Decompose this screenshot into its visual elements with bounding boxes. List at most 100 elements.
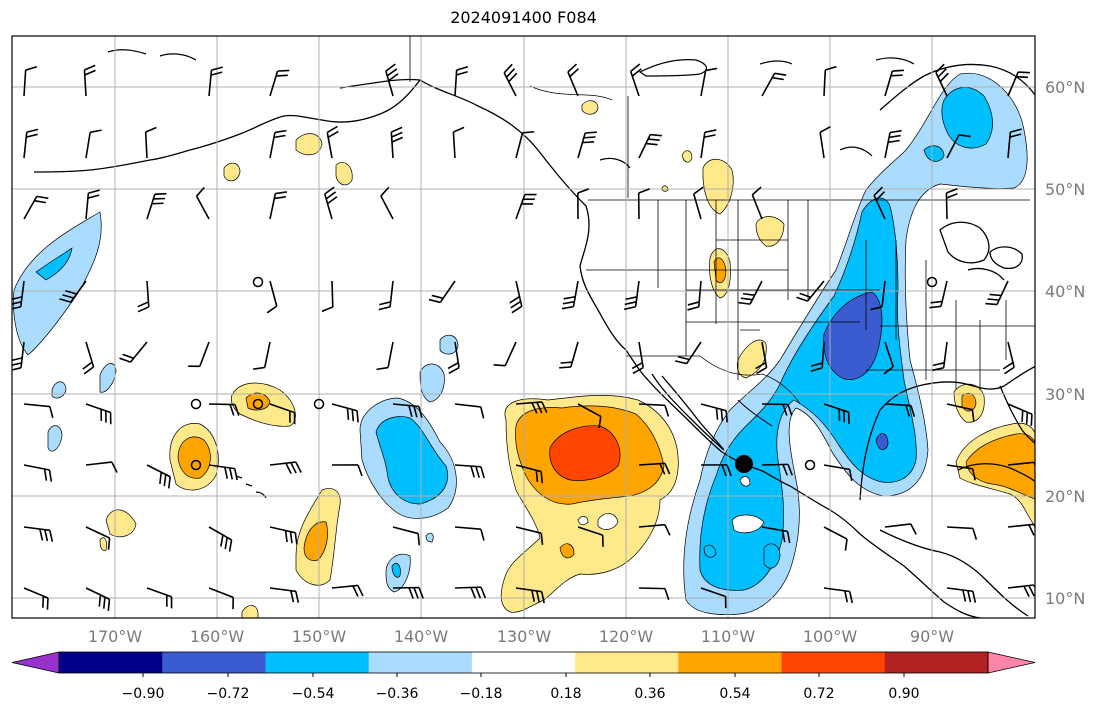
lon-label: 130°W xyxy=(497,627,552,646)
wind-barb xyxy=(428,280,456,304)
wind-barb xyxy=(873,186,886,220)
wind-barb xyxy=(823,464,853,482)
wind-barb xyxy=(454,403,485,419)
wind-barb xyxy=(700,129,717,159)
wind-barb xyxy=(119,341,148,363)
calm-circle xyxy=(190,398,202,410)
wind-barb xyxy=(208,403,240,416)
wind-barb xyxy=(385,63,399,97)
colorbar-segment xyxy=(59,652,163,673)
wind-barb xyxy=(378,280,394,311)
lon-label: 160°W xyxy=(190,627,245,646)
wind-barb xyxy=(59,280,87,303)
colorbar-tick-labels: −0.90 −0.72 −0.54 −0.36 −0.18 0.18 0.36 … xyxy=(122,686,920,702)
wind-barb xyxy=(515,587,545,604)
wind-barb xyxy=(945,188,958,220)
wind-barb xyxy=(700,587,727,609)
wind-barb xyxy=(23,128,39,159)
wind-barb xyxy=(85,129,102,159)
wind-barb xyxy=(269,69,290,97)
wind-barb xyxy=(208,526,233,552)
calm-circle xyxy=(926,276,938,288)
wind-barb xyxy=(638,133,662,159)
colorbar-frame xyxy=(58,651,989,674)
lon-label: 170°W xyxy=(88,627,143,646)
wind-barb xyxy=(638,523,671,536)
contour-fills xyxy=(13,72,1035,618)
wind-barb xyxy=(515,526,544,545)
lon-label: 110°W xyxy=(701,627,756,646)
longitude-labels: 170°W 160°W 150°W 140°W 130°W 120°W 110°… xyxy=(88,627,954,646)
wind-barb xyxy=(269,403,296,425)
wind-barb xyxy=(447,341,460,375)
calm-circle xyxy=(190,459,202,471)
calm-circle xyxy=(252,276,264,288)
wind-barb xyxy=(567,63,580,97)
colorbar-segment xyxy=(265,652,370,673)
wind-barb xyxy=(946,403,975,422)
wind-barb xyxy=(823,587,854,604)
colorbar-segment xyxy=(575,652,679,673)
lon-label: 120°W xyxy=(599,627,654,646)
wind-barb xyxy=(208,66,223,97)
wind-barb xyxy=(751,186,763,220)
lat-label: 50°N xyxy=(1045,180,1085,199)
wind-barb xyxy=(331,403,359,423)
wind-barb xyxy=(454,586,487,599)
wind-barb xyxy=(85,461,118,473)
wind-barb xyxy=(146,192,167,220)
wind-barb xyxy=(331,584,364,597)
wind-barb xyxy=(331,464,363,477)
wind-barb xyxy=(929,280,948,309)
wind-barb xyxy=(269,587,300,603)
wind-barb xyxy=(269,461,302,475)
coastlines xyxy=(33,49,1035,618)
wind-barb xyxy=(755,341,768,375)
colorbar-segment xyxy=(162,652,266,673)
calm-circle xyxy=(804,459,816,471)
wind-barb xyxy=(884,523,917,535)
wind-barb xyxy=(323,186,338,220)
wind-barb xyxy=(700,403,729,423)
wind-barb xyxy=(23,195,49,220)
wind-barb xyxy=(738,280,763,305)
wind-barb xyxy=(326,125,339,159)
wind-barb xyxy=(823,65,837,97)
wind-barb xyxy=(1007,523,1035,536)
wind-barb xyxy=(577,188,590,220)
colorbar-segment xyxy=(368,652,473,673)
wind-barb xyxy=(700,67,718,97)
wind-barb xyxy=(452,126,465,159)
colorbar-tick-label: −0.90 xyxy=(122,686,165,702)
colorbar-tick-label: 0.72 xyxy=(803,686,834,702)
wind-barb xyxy=(83,64,96,97)
wind-barb xyxy=(23,587,49,610)
wind-barb xyxy=(454,464,485,479)
colorbar-tick-label: −0.18 xyxy=(460,686,503,702)
wind-barb xyxy=(146,587,173,609)
colorbar-tick-label: 0.36 xyxy=(634,686,665,702)
wind-barb xyxy=(208,464,238,481)
wind-barb xyxy=(23,403,54,419)
wind-barb xyxy=(269,129,287,159)
wind-barb xyxy=(253,341,271,370)
political-borders xyxy=(409,36,1035,405)
wind-barb xyxy=(509,280,523,314)
calm-circle xyxy=(313,398,325,410)
wind-barb xyxy=(269,526,298,545)
wind-barb xyxy=(85,403,112,425)
colorbar-tick-label: 0.90 xyxy=(888,686,919,702)
wind-barb xyxy=(1002,341,1015,375)
wind-barb xyxy=(946,587,977,603)
wind-barb xyxy=(946,134,971,159)
wind-barb xyxy=(985,280,1009,306)
wind-barb xyxy=(559,341,579,369)
wind-barb xyxy=(761,526,791,544)
wind-barb xyxy=(700,464,732,477)
wind-barb xyxy=(1007,128,1022,159)
wind-barb xyxy=(637,188,650,220)
wind-barb xyxy=(761,72,787,97)
wind-barb xyxy=(269,191,288,220)
wind-barb xyxy=(392,526,421,546)
